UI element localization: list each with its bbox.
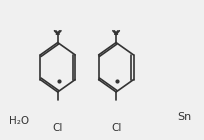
Text: Sn: Sn <box>177 112 192 122</box>
Text: Cl: Cl <box>53 123 63 133</box>
Text: Cl: Cl <box>111 123 121 133</box>
Text: H₂O: H₂O <box>9 116 30 126</box>
